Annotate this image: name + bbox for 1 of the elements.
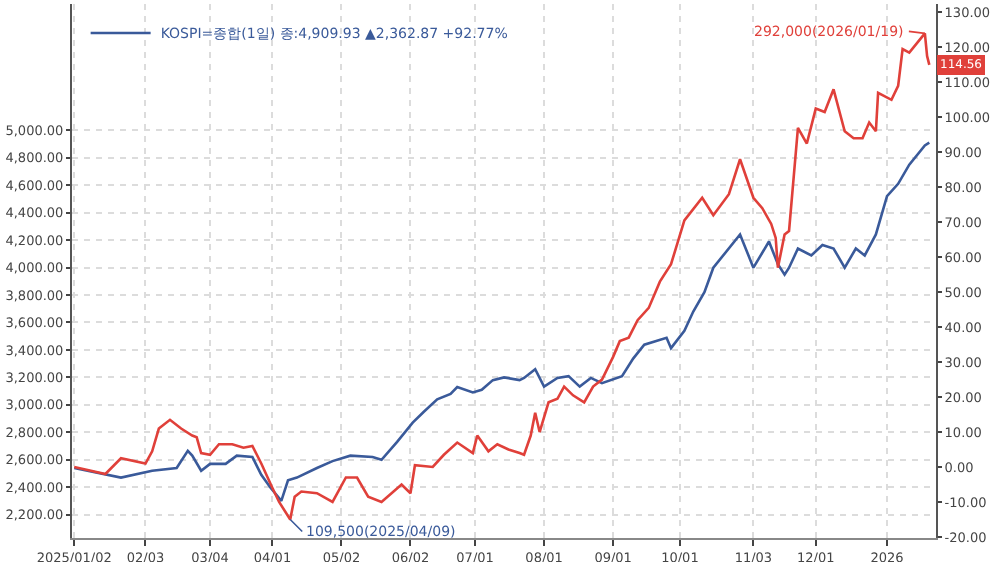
line-series [72, 141, 931, 503]
